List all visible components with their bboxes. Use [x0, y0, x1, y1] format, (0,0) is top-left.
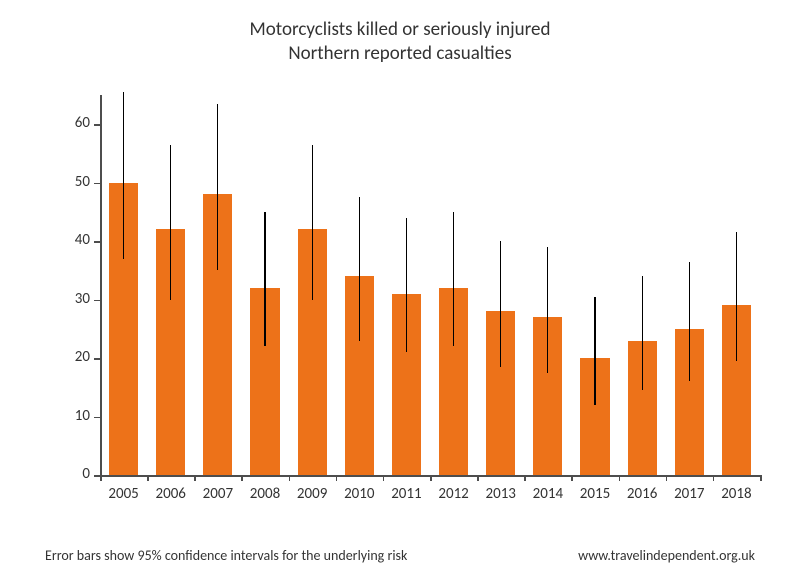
- x-tick-label: 2015: [571, 485, 618, 503]
- y-tick-label: 20: [50, 348, 90, 366]
- y-tick-label: 40: [50, 231, 90, 249]
- y-tick-label: 50: [50, 173, 90, 191]
- title-line-1: Motorcyclists killed or seriously injure…: [0, 18, 800, 42]
- x-tick: [713, 475, 715, 481]
- x-tick-label: 2017: [666, 485, 713, 503]
- footer-source-url: www.travelindependent.org.uk: [578, 547, 755, 564]
- chart-footer: Error bars show 95% confidence intervals…: [45, 547, 755, 564]
- plot-area: [100, 95, 760, 475]
- error-bar: [312, 145, 313, 300]
- x-tick-label: 2013: [477, 485, 524, 503]
- x-tick-label: 2018: [713, 485, 760, 503]
- y-tick: [94, 241, 100, 243]
- x-tick: [194, 475, 196, 481]
- error-bar: [217, 104, 218, 271]
- error-bar: [689, 262, 690, 382]
- y-tick: [94, 417, 100, 419]
- y-tick-label: 10: [50, 407, 90, 425]
- x-tick: [619, 475, 621, 481]
- chart-container: 0102030405060 20052006200720082009201020…: [45, 85, 775, 515]
- x-tick: [100, 475, 102, 481]
- y-tick-label: 0: [50, 465, 90, 483]
- y-tick-label: 60: [50, 114, 90, 132]
- x-tick-label: 2016: [619, 485, 666, 503]
- x-tick: [147, 475, 149, 481]
- title-line-2: Northern reported casualties: [0, 42, 800, 66]
- x-tick: [336, 475, 338, 481]
- x-tick-label: 2008: [241, 485, 288, 503]
- y-tick: [94, 183, 100, 185]
- x-tick: [477, 475, 479, 481]
- x-tick-label: 2011: [383, 485, 430, 503]
- y-tick-label: 30: [50, 290, 90, 308]
- x-tick-label: 2007: [194, 485, 241, 503]
- error-bar: [123, 92, 124, 259]
- x-tick: [524, 475, 526, 481]
- error-bar: [453, 212, 454, 346]
- error-bar: [406, 218, 407, 352]
- x-tick-label: 2006: [147, 485, 194, 503]
- error-bar: [264, 212, 265, 346]
- y-tick: [94, 358, 100, 360]
- x-tick-label: 2005: [100, 485, 147, 503]
- error-bar: [500, 241, 501, 367]
- x-tick: [241, 475, 243, 481]
- x-tick: [430, 475, 432, 481]
- footer-note: Error bars show 95% confidence intervals…: [45, 547, 407, 564]
- x-tick-label: 2010: [336, 485, 383, 503]
- x-tick: [760, 475, 762, 481]
- error-bar: [170, 145, 171, 300]
- x-tick: [666, 475, 668, 481]
- error-bar: [359, 197, 360, 340]
- x-tick: [383, 475, 385, 481]
- error-bar: [736, 232, 737, 361]
- y-tick: [94, 124, 100, 126]
- error-bar: [642, 276, 643, 390]
- x-tick-label: 2014: [524, 485, 571, 503]
- chart-title: Motorcyclists killed or seriously injure…: [0, 0, 800, 66]
- error-bar: [547, 247, 548, 373]
- x-tick: [571, 475, 573, 481]
- y-tick: [94, 300, 100, 302]
- x-tick-label: 2009: [289, 485, 336, 503]
- error-bar: [594, 297, 595, 405]
- x-tick-label: 2012: [430, 485, 477, 503]
- x-tick: [289, 475, 291, 481]
